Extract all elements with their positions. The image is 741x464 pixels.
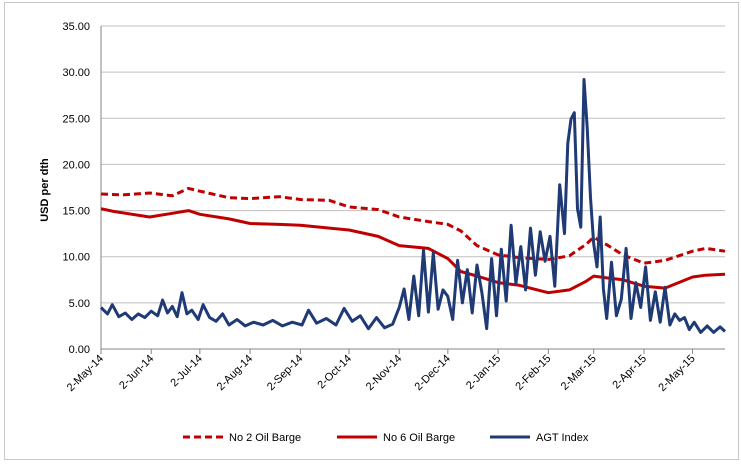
x-axis-ticks: 2-May-14 2-Jun-14 2-Jul-14 2-Aug-14 2-Sep-14… bbox=[65, 349, 698, 394]
x-tick-label: 2-May-14 bbox=[65, 353, 106, 394]
x-tick-label: 2-May-15 bbox=[656, 353, 697, 394]
y-tick-label: 15.00 bbox=[62, 206, 90, 218]
y-tick-label: 20.00 bbox=[62, 159, 90, 171]
x-tick-label: 2-Jan-15 bbox=[464, 353, 503, 392]
y-tick-label: 25.00 bbox=[62, 113, 90, 125]
chart-frame: 0.00 5.00 10.00 15.00 20.00 25.00 30.00 35.00 2… bbox=[4, 2, 739, 460]
x-tick-label: 2-Oct-14 bbox=[315, 353, 354, 392]
legend: No 2 Oil Barge No 6 Oil Barge AGT Index bbox=[183, 432, 589, 444]
x-tick-label: 2-Aug-14 bbox=[215, 353, 255, 393]
x-tick-label: 2-Apr-15 bbox=[610, 353, 649, 392]
series-line-no-2-oil-barge bbox=[100, 186, 726, 265]
x-tick-label: 2-Nov-14 bbox=[364, 353, 404, 393]
y-tick-label: 0.00 bbox=[69, 344, 90, 356]
line-chart: 0.00 5.00 10.00 15.00 20.00 25.00 30.00 35.00 2… bbox=[39, 21, 727, 444]
legend-label: No 2 Oil Barge bbox=[229, 432, 301, 444]
x-tick-label: 2-Jul-14 bbox=[168, 353, 205, 390]
x-tick-label: 2-Sep-14 bbox=[265, 353, 305, 393]
y-tick-label: 5.00 bbox=[69, 298, 90, 310]
legend-label: AGT Index bbox=[536, 432, 589, 444]
x-tick-label: 2-Jun-14 bbox=[117, 353, 156, 392]
x-tick-label: 2-Mar-15 bbox=[559, 353, 599, 393]
series-line-agt-index bbox=[99, 78, 727, 334]
gridlines bbox=[100, 25, 725, 350]
x-tick-label: 2-Feb-15 bbox=[513, 353, 553, 393]
legend-label: No 6 Oil Barge bbox=[383, 432, 455, 444]
y-axis-ticks: 0.00 5.00 10.00 15.00 20.00 25.00 30.00 35.00 bbox=[62, 21, 90, 356]
series-lines bbox=[99, 78, 727, 334]
y-axis-label: USD per dth bbox=[39, 158, 51, 222]
x-tick-label: 2-Dec-14 bbox=[412, 353, 452, 393]
y-tick-label: 35.00 bbox=[62, 21, 90, 33]
y-tick-label: 30.00 bbox=[62, 67, 90, 79]
y-tick-label: 10.00 bbox=[62, 252, 90, 264]
